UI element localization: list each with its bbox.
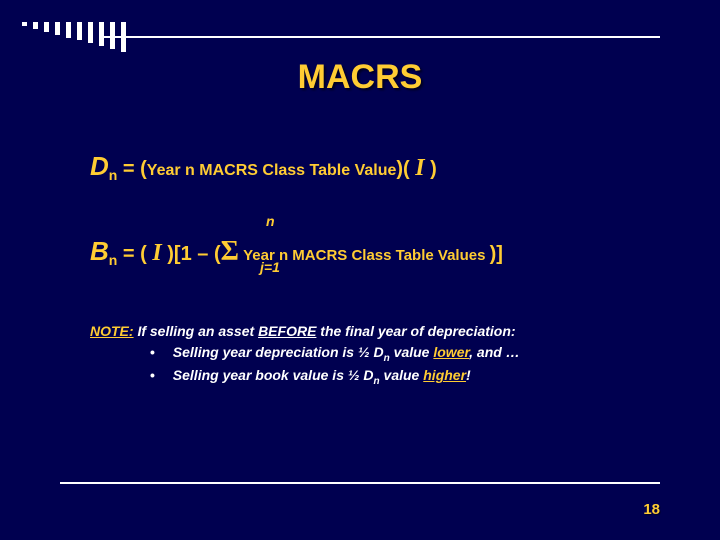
var-B: B — [90, 236, 109, 266]
sum-lower: j=1 — [260, 258, 280, 276]
content-area: Dn = (Year n MACRS Class Table Value)( I… — [90, 150, 650, 389]
var-I2: I — [152, 240, 161, 266]
page-title: MACRS — [0, 58, 720, 97]
sum-upper: n — [266, 212, 275, 230]
note-before: BEFORE — [258, 323, 316, 339]
note-intro-a: If selling an asset — [134, 323, 259, 339]
note-bullet-2: Selling year book value is ½ Dn value hi… — [150, 365, 650, 389]
note-intro-b: the final year of depreciation: — [316, 323, 515, 339]
b1-c: , and … — [469, 344, 520, 360]
var-I: I — [415, 155, 424, 181]
b2-kw: higher — [423, 367, 466, 383]
top-rule — [100, 36, 660, 38]
after-i: )[ — [162, 243, 181, 265]
b2-c: ! — [466, 367, 471, 383]
eq-open: = ( — [117, 158, 146, 180]
close2: ) — [425, 158, 437, 180]
var-D: D — [90, 151, 109, 181]
close-bracket: )] — [490, 243, 503, 265]
close-open: )( — [396, 158, 415, 180]
formula1-text: Year n MACRS Class Table Value — [147, 162, 397, 179]
eq-open2: = ( — [117, 243, 152, 265]
b2-a: Selling year book value is ½ D — [173, 367, 374, 383]
b2-b: value — [380, 367, 424, 383]
b1-kw: lower — [433, 344, 469, 360]
one-minus: 1 – ( — [181, 243, 221, 265]
b1-b: value — [390, 344, 434, 360]
page-number: 18 — [643, 501, 660, 518]
bottom-rule — [60, 482, 660, 484]
note-label: NOTE: — [90, 323, 134, 339]
formula-depreciation: Dn = (Year n MACRS Class Table Value)( I… — [90, 150, 650, 184]
note-bullet-1: Selling year depreciation is ½ Dn value … — [150, 342, 650, 366]
b1-a: Selling year depreciation is ½ D — [173, 344, 384, 360]
sigma: Σ — [221, 236, 239, 267]
formula-bookvalue: n j=1 Bn = ( I )[1 – (Σ Year n MACRS Cla… — [90, 234, 650, 270]
note-block: NOTE: If selling an asset BEFORE the fin… — [90, 321, 650, 390]
